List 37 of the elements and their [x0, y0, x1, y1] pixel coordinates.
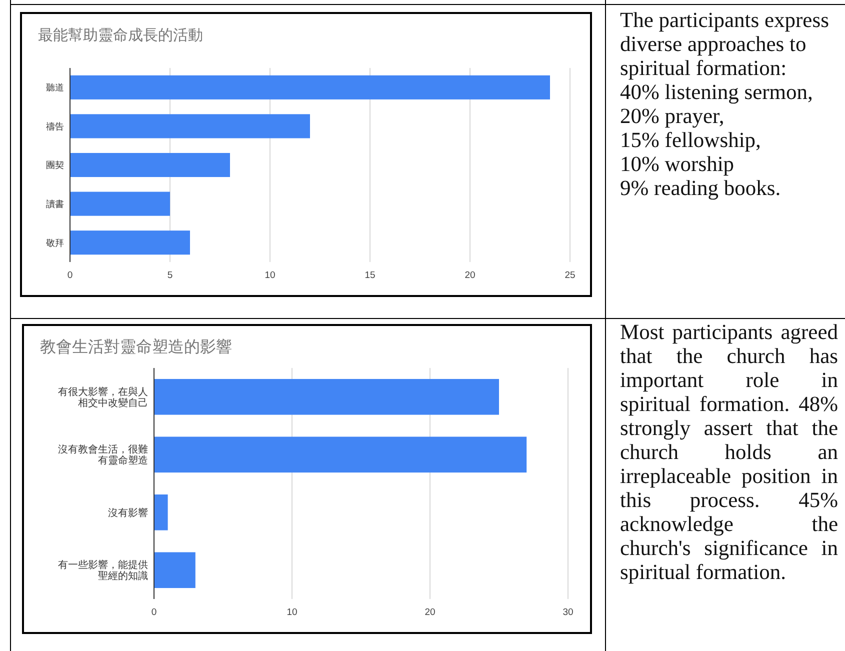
- bar: [154, 552, 196, 588]
- text: 40% listening sermon,: [620, 80, 814, 104]
- bar: [154, 494, 168, 530]
- bar: [70, 152, 230, 178]
- bar: [70, 114, 310, 138]
- text: 10% worship: [620, 152, 736, 176]
- x-tick-label: 15: [364, 270, 376, 281]
- chart-title: 最能幫助靈命成長的活動: [38, 27, 203, 44]
- text: Most participants agreed that the church has important role in spiritual formation. 48% strongly assert that the church holds an irreplaceable position in this process. 45% acknowledge the church's significance in spiritual formation.: [620, 320, 838, 584]
- y-tick-label: 團契: [46, 160, 64, 170]
- text: 15% fellowship,: [620, 128, 762, 152]
- bar: [154, 436, 527, 473]
- bar: [154, 378, 499, 415]
- bar: [70, 75, 550, 100]
- text: 20% prayer,: [620, 104, 726, 128]
- y-tick-label: 沒有教會生活，很難有靈命塑造: [58, 444, 148, 467]
- y-tick-label: 敬拜: [46, 238, 64, 248]
- x-tick-label: 0: [67, 270, 73, 281]
- x-tick-label: 0: [151, 607, 157, 618]
- y-tick-label: 有一些影響，能提供聖經的知識: [58, 559, 148, 582]
- y-tick-label: 禱告: [46, 121, 64, 132]
- x-tick-label: 25: [564, 270, 576, 281]
- x-tick-label: 20: [424, 607, 436, 618]
- text: The participants express diverse approaches to spiritual formation:: [620, 8, 830, 80]
- y-tick-label: 有很大影響，在與人相交中改變自己: [58, 386, 148, 409]
- x-tick-label: 20: [464, 270, 476, 281]
- x-tick-label: 5: [167, 270, 173, 281]
- chart-title: 教會生活對靈命塑造的影響: [40, 338, 232, 356]
- y-tick-label: 沒有影響: [108, 506, 148, 519]
- text: 9% reading books.: [620, 176, 782, 200]
- x-tick-label: 30: [562, 607, 574, 618]
- y-tick-label: 讀書: [46, 198, 64, 209]
- bar: [70, 230, 190, 255]
- y-tick-label: 聽道: [46, 82, 64, 93]
- x-tick-label: 10: [264, 270, 276, 281]
- x-tick-label: 10: [286, 607, 298, 618]
- bar: [70, 192, 170, 216]
